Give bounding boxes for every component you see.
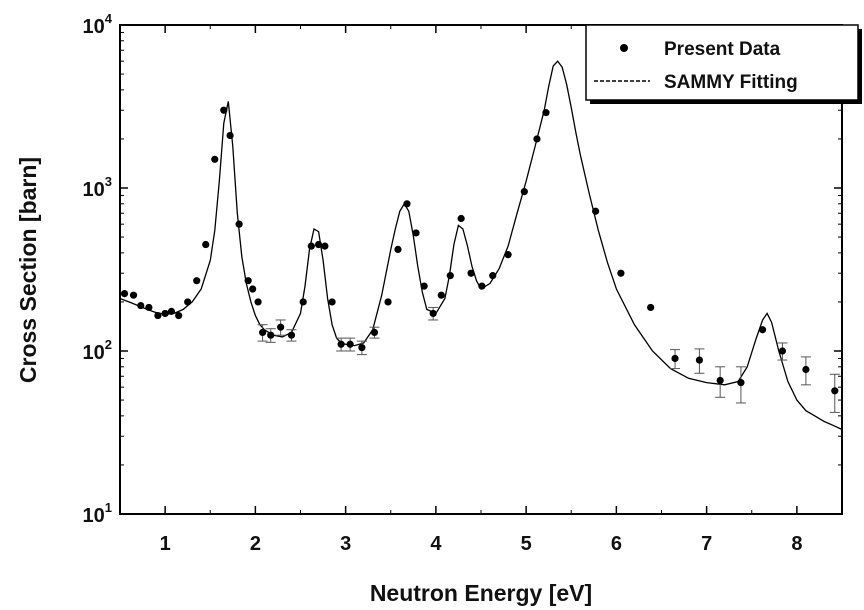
data-point [671, 354, 679, 363]
data-point [737, 378, 745, 387]
data-point [370, 328, 379, 337]
data-point [358, 343, 366, 352]
x-tick-label: 8 [791, 533, 802, 555]
x-axis-title: Neutron Energy [eV] [370, 580, 592, 606]
legend-label-present-data: Present Data [664, 39, 781, 60]
data-point [346, 340, 354, 348]
legend-marker-present-data [620, 44, 628, 52]
data-point [403, 200, 411, 208]
y-tick-label: 103 [83, 174, 112, 201]
data-point [307, 242, 315, 250]
data-point [446, 272, 454, 280]
data-point [467, 269, 475, 277]
data-point [120, 289, 129, 298]
data-point [437, 291, 445, 299]
data-point [220, 106, 228, 114]
data-point [314, 240, 323, 249]
data-point [145, 303, 153, 312]
plot-area [120, 60, 842, 431]
x-tick-label: 5 [521, 533, 532, 555]
data-point [244, 277, 252, 285]
data-point [758, 326, 767, 334]
data-point [202, 240, 210, 249]
data-point [299, 298, 307, 306]
plot-series [120, 60, 842, 431]
data-point [394, 245, 402, 254]
data-point [129, 291, 138, 299]
data-point [412, 229, 420, 237]
x-tick-label: 6 [611, 533, 622, 555]
data-point [695, 356, 704, 364]
data-point [384, 298, 392, 306]
x-tick-label: 4 [430, 533, 442, 555]
data-point [778, 347, 787, 355]
data-point [137, 301, 145, 310]
data-point [716, 376, 724, 385]
data-point [542, 109, 550, 117]
data-point [235, 220, 243, 228]
axes: 1 2 3 4 5 6 7 8 101 102 103 104 [83, 11, 843, 555]
data-point [592, 207, 600, 215]
series-sammy-fitting-line [120, 60, 842, 431]
y-tick-label: 102 [83, 337, 112, 364]
data-point [154, 311, 162, 320]
data-point [337, 340, 345, 348]
data-point [457, 214, 465, 223]
data-point [321, 242, 329, 250]
data-point [267, 331, 275, 339]
data-point [175, 311, 183, 320]
data-point [193, 277, 201, 285]
data-point [258, 328, 267, 337]
data-point [478, 282, 486, 290]
x-tick-label: 2 [250, 533, 261, 555]
data-point [647, 303, 655, 312]
x-tick-label: 3 [340, 533, 351, 555]
data-point [161, 309, 169, 318]
y-tick-label: 101 [83, 500, 112, 527]
data-point [211, 155, 219, 163]
legend-label-sammy-fitting: SAMMY Fitting [664, 72, 798, 93]
legend: Present Data SAMMY Fitting [585, 24, 862, 104]
data-point [167, 307, 176, 315]
data-point [287, 331, 296, 339]
data-point [328, 298, 336, 306]
x-tick-label: 1 [160, 533, 171, 555]
data-point [249, 285, 257, 293]
data-point [226, 131, 234, 140]
data-point [617, 269, 625, 277]
data-point [184, 298, 192, 306]
data-point [802, 365, 810, 374]
data-point [489, 272, 497, 280]
data-point [504, 251, 512, 259]
data-point [831, 387, 839, 395]
data-point [420, 282, 428, 290]
y-axis-title: Cross Section [barn] [15, 157, 41, 383]
data-point [520, 188, 528, 196]
y-tick-label: 104 [83, 11, 113, 38]
data-point [277, 323, 285, 331]
legend-box [585, 24, 859, 101]
data-point [533, 135, 541, 143]
x-tick-label: 7 [701, 533, 712, 555]
data-point [429, 309, 437, 318]
data-point [254, 298, 262, 306]
